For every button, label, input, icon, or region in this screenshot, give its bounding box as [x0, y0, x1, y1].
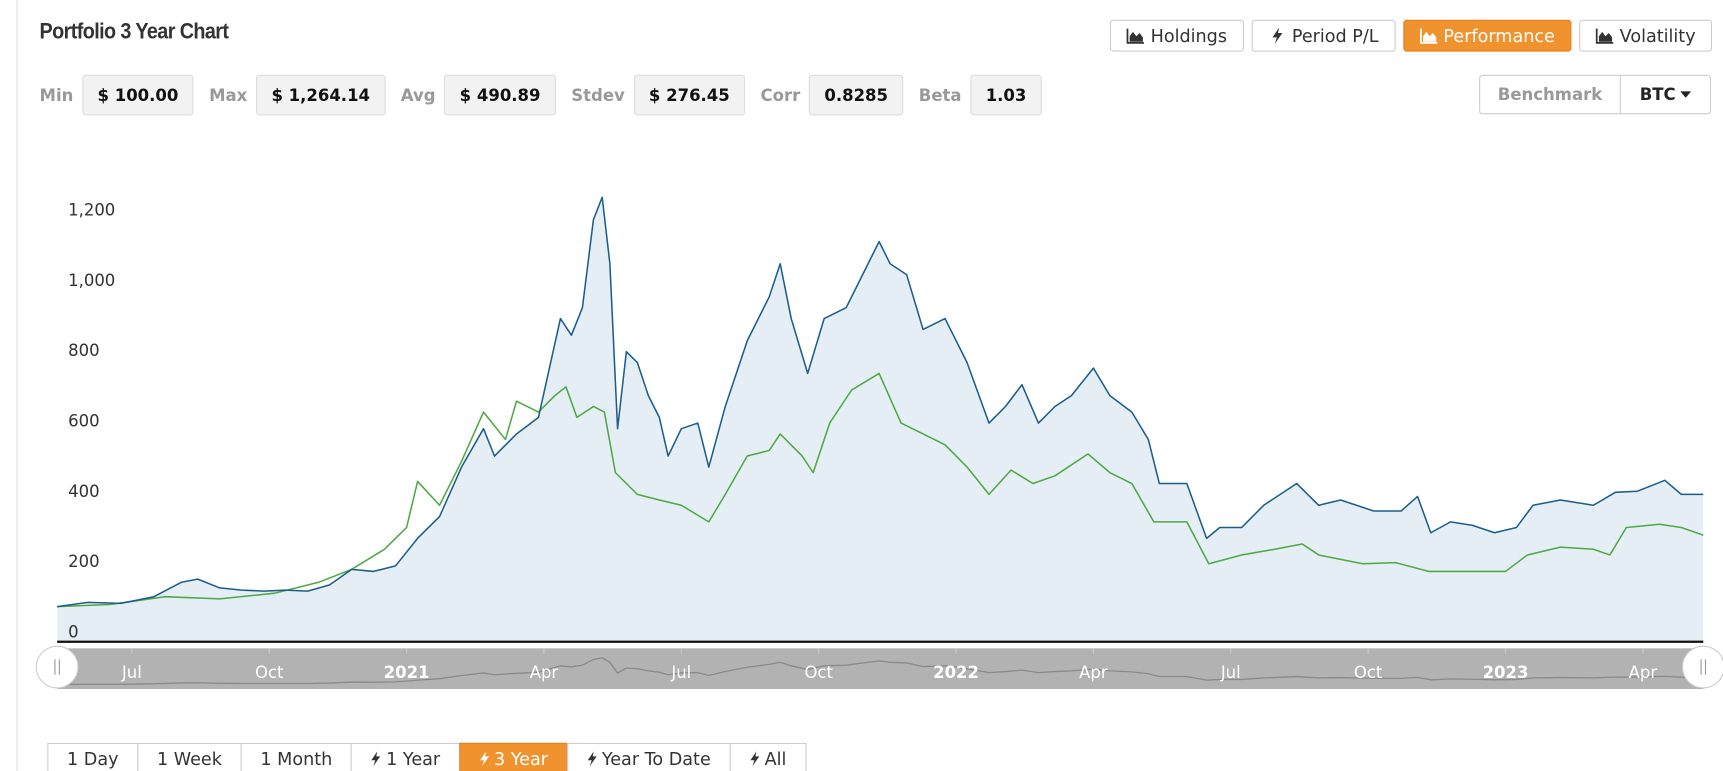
y-tick-label: 600 — [68, 411, 99, 430]
x-tick-label: 2021 — [384, 663, 430, 682]
stat-label: Min — [39, 85, 74, 105]
caret — [1680, 91, 1692, 98]
series-line — [57, 196, 1704, 608]
stat-label: Max — [209, 85, 248, 105]
range-label: 1 Month — [260, 747, 333, 769]
icon — [750, 750, 760, 766]
tab-label: Volatility — [1619, 25, 1696, 47]
series-line — [57, 372, 1704, 608]
stat-value: $ 1,264.14 — [256, 74, 386, 116]
range-label: All — [764, 747, 787, 769]
icon — [1126, 28, 1145, 44]
range-label: 1 Week — [156, 747, 222, 769]
x-tick-label: Apr — [1079, 663, 1108, 682]
icon — [1272, 27, 1282, 44]
icon — [1419, 28, 1437, 44]
stats-row: Min $ 100.00 Max $ 1,264.14 Avg $ 490.89 Stdev… — [39, 74, 1058, 116]
icon — [479, 750, 489, 766]
area-fill — [57, 197, 1704, 642]
tab-button[interactable]: Holdings — [1109, 19, 1244, 52]
range-label: 3 Year — [493, 747, 548, 769]
tab-button[interactable]: Volatility — [1579, 19, 1713, 52]
tab-button[interactable]: Performance — [1402, 19, 1572, 52]
range-label: 1 Day — [67, 747, 119, 769]
tab-label: Performance — [1443, 25, 1555, 47]
range-label: Year To Date — [601, 747, 711, 769]
x-tick-label: Jul — [121, 663, 142, 682]
stat-label: Avg — [400, 85, 436, 105]
x-tick-label: 2022 — [933, 663, 979, 682]
stat-value: $ 490.89 — [444, 74, 556, 116]
benchmark-dropdown[interactable]: BTC — [1621, 76, 1710, 113]
y-tick-label: 0 — [68, 622, 78, 641]
y-tick-label: 200 — [68, 552, 99, 571]
view-tabs: Holdings Period P/L Performance Volatili… — [1109, 19, 1713, 52]
stat-value: 1.03 — [970, 74, 1042, 116]
range-button[interactable]: 3 Year — [458, 742, 568, 771]
x-tick-label: Oct — [804, 663, 833, 682]
range-label: 1 Year — [386, 747, 441, 769]
navigator-handle — [35, 645, 79, 689]
navigator-line — [57, 657, 1704, 686]
page-title: Portfolio 3 Year Chart — [39, 19, 229, 44]
range-button[interactable]: 1 Month — [240, 742, 353, 771]
stat-label: Beta — [918, 85, 962, 105]
range-button[interactable]: All — [729, 742, 807, 771]
tab-label: Holdings — [1150, 25, 1228, 47]
stat-value: $ 100.00 — [82, 74, 194, 116]
y-tick-label: 1,200 — [68, 200, 115, 219]
handle-grip — [54, 659, 60, 675]
handle-grip — [1700, 659, 1707, 675]
range-button[interactable]: 1 Year — [350, 742, 460, 771]
navigator-handle — [1681, 645, 1723, 689]
icon — [371, 750, 381, 766]
y-tick-label: 1,000 — [68, 271, 115, 290]
range-button[interactable]: 1 Week — [137, 742, 242, 771]
benchmark-label[interactable]: Benchmark — [1480, 75, 1621, 114]
stat-value: $ 276.45 — [633, 74, 746, 116]
benchmark-value: BTC — [1639, 84, 1676, 105]
benchmark-selector: Benchmark BTC — [1479, 74, 1711, 115]
navigator — [57, 648, 1704, 690]
tab-button[interactable]: Period P/L — [1251, 19, 1396, 52]
x-tick-label: 2023 — [1483, 663, 1529, 682]
x-tick-label: Jul — [1220, 663, 1241, 682]
stat-label: Stdev — [571, 85, 625, 105]
stat-value: 0.8285 — [808, 74, 904, 116]
icon — [1595, 28, 1614, 44]
panel-border — [16, 0, 18, 771]
x-tick-label: Oct — [255, 663, 284, 682]
x-tick-label: Apr — [530, 663, 559, 682]
range-buttons: 1 Day 1 Week 1 Month 1 Year 3 Year Year … — [47, 742, 807, 771]
stat-label: Corr — [760, 85, 801, 105]
tab-label: Period P/L — [1291, 25, 1379, 47]
x-tick-label: Apr — [1629, 663, 1658, 682]
x-tick-label: Jul — [670, 663, 691, 682]
range-button[interactable]: 1 Day — [47, 742, 139, 771]
y-tick-label: 800 — [68, 341, 99, 360]
x-tick-label: Oct — [1354, 663, 1383, 682]
icon — [587, 750, 597, 766]
y-tick-label: 400 — [68, 482, 99, 501]
range-button[interactable]: Year To Date — [566, 742, 731, 771]
